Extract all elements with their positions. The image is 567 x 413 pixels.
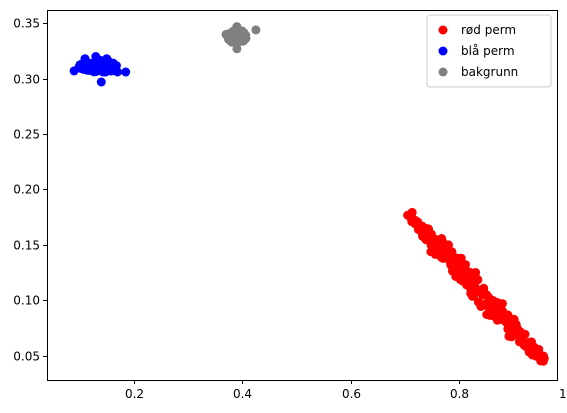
x-tick-label: 0.6 xyxy=(342,387,361,401)
data-point xyxy=(498,306,508,316)
data-point xyxy=(485,310,495,320)
data-point xyxy=(514,330,524,340)
legend-marker xyxy=(438,25,448,35)
data-point xyxy=(237,26,247,36)
data-point xyxy=(406,212,415,222)
data-point xyxy=(121,67,131,77)
data-point xyxy=(437,234,447,243)
data-point xyxy=(449,252,459,262)
legend-label: blå perm xyxy=(461,44,515,58)
data-point xyxy=(474,297,483,307)
legend-label: rød perm xyxy=(461,23,516,37)
y-tick-label: 0.10 xyxy=(13,294,40,308)
data-point xyxy=(69,66,79,76)
data-point xyxy=(538,356,548,366)
y-tick-label: 0.25 xyxy=(13,128,40,142)
data-point xyxy=(85,63,95,73)
data-point xyxy=(473,275,483,285)
data-point xyxy=(232,44,242,54)
series-0 xyxy=(403,207,549,366)
y-tick-label: 0.35 xyxy=(13,17,40,31)
data-point xyxy=(455,275,465,285)
data-point xyxy=(102,54,112,64)
data-point xyxy=(96,77,106,87)
data-point xyxy=(80,54,90,64)
axes-frame xyxy=(47,10,558,381)
data-point xyxy=(422,227,432,237)
data-point xyxy=(75,60,85,70)
x-axis: 0.2 0.4 0.6 0.8 1.0 xyxy=(125,380,567,401)
data-point xyxy=(525,337,535,347)
series-1 xyxy=(69,52,131,87)
legend-box xyxy=(426,14,552,88)
data-point xyxy=(482,290,491,300)
data-point xyxy=(524,347,534,357)
data-point xyxy=(91,52,101,61)
data-point xyxy=(492,298,502,307)
legend-label: bakgrunn xyxy=(461,65,518,79)
data-point xyxy=(456,253,466,263)
data-point xyxy=(507,332,517,342)
legend: rød perm blå perm bakgrunn xyxy=(426,14,552,88)
data-point xyxy=(436,252,446,262)
data-point xyxy=(412,218,421,227)
y-tick-label: 0.20 xyxy=(13,183,40,197)
data-point xyxy=(471,268,481,277)
y-tick-label: 0.30 xyxy=(13,73,40,87)
x-tick-label: 0.4 xyxy=(233,387,252,401)
points-layer xyxy=(69,22,549,366)
data-point xyxy=(465,273,475,283)
data-point xyxy=(113,67,122,77)
x-tick-label: 1.0 xyxy=(559,387,567,401)
y-tick-label: 0.15 xyxy=(13,239,40,253)
legend-marker xyxy=(438,46,448,56)
y-tick-label: 0.05 xyxy=(13,350,40,364)
data-point xyxy=(503,315,513,325)
y-axis: 0.05 0.10 0.15 0.20 0.25 0.30 0.35 xyxy=(13,17,47,364)
data-point xyxy=(454,262,464,272)
data-point xyxy=(470,289,480,298)
data-point xyxy=(251,25,261,35)
legend-marker xyxy=(438,67,448,77)
series-2 xyxy=(221,22,261,54)
data-point xyxy=(107,60,117,70)
data-point xyxy=(483,300,493,310)
data-point xyxy=(227,37,236,47)
data-point xyxy=(444,240,453,250)
data-point xyxy=(221,29,231,39)
data-point xyxy=(229,28,239,38)
x-tick-label: 0.8 xyxy=(450,387,469,401)
x-tick-label: 0.2 xyxy=(125,387,144,401)
